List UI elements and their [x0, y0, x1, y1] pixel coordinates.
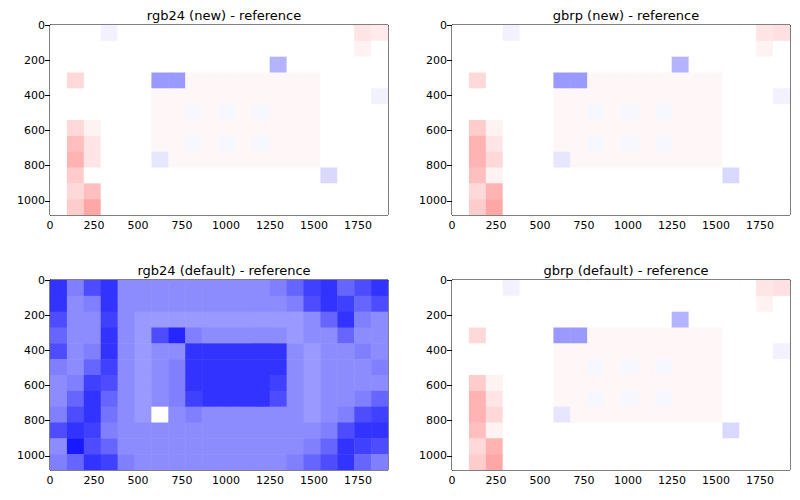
svg-text:1500: 1500	[702, 219, 730, 232]
svg-text:1000: 1000	[419, 194, 447, 207]
svg-text:1000: 1000	[614, 219, 642, 232]
svg-text:1500: 1500	[300, 219, 328, 232]
svg-text:0: 0	[47, 474, 54, 487]
svg-text:1750: 1750	[746, 474, 774, 487]
svg-text:750: 750	[574, 474, 595, 487]
svg-text:600: 600	[24, 379, 45, 392]
svg-text:1750: 1750	[344, 474, 372, 487]
svg-text:400: 400	[24, 89, 45, 102]
svg-text:400: 400	[426, 89, 447, 102]
svg-text:1000: 1000	[17, 449, 45, 462]
svg-text:0: 0	[440, 19, 447, 32]
svg-text:rgb24 (default) - reference: rgb24 (default) - reference	[137, 263, 310, 278]
svg-text:0: 0	[47, 219, 54, 232]
svg-text:0: 0	[449, 474, 456, 487]
svg-text:500: 500	[530, 474, 551, 487]
svg-text:1500: 1500	[300, 474, 328, 487]
svg-text:1000: 1000	[212, 219, 240, 232]
svg-text:500: 500	[530, 219, 551, 232]
svg-text:1000: 1000	[17, 194, 45, 207]
svg-text:rgb24 (new) - reference: rgb24 (new) - reference	[147, 8, 301, 23]
svg-text:600: 600	[426, 379, 447, 392]
svg-text:500: 500	[128, 219, 149, 232]
svg-text:600: 600	[24, 124, 45, 137]
svg-text:1250: 1250	[658, 474, 686, 487]
svg-text:1250: 1250	[256, 474, 284, 487]
svg-text:250: 250	[486, 474, 507, 487]
svg-text:0: 0	[440, 274, 447, 287]
svg-text:250: 250	[84, 219, 105, 232]
svg-text:200: 200	[426, 54, 447, 67]
svg-text:800: 800	[426, 414, 447, 427]
svg-text:500: 500	[128, 474, 149, 487]
svg-text:400: 400	[426, 344, 447, 357]
svg-text:400: 400	[24, 344, 45, 357]
svg-text:1250: 1250	[256, 219, 284, 232]
svg-text:0: 0	[38, 19, 45, 32]
svg-text:200: 200	[24, 54, 45, 67]
svg-text:750: 750	[574, 219, 595, 232]
svg-text:800: 800	[24, 414, 45, 427]
svg-text:0: 0	[38, 274, 45, 287]
svg-text:200: 200	[426, 309, 447, 322]
svg-text:1500: 1500	[702, 474, 730, 487]
svg-text:1000: 1000	[614, 474, 642, 487]
svg-text:1250: 1250	[658, 219, 686, 232]
svg-text:800: 800	[24, 159, 45, 172]
svg-text:1750: 1750	[344, 219, 372, 232]
svg-text:600: 600	[426, 124, 447, 137]
svg-text:1000: 1000	[419, 449, 447, 462]
svg-text:800: 800	[426, 159, 447, 172]
svg-text:750: 750	[172, 474, 193, 487]
svg-text:gbrp (new) - reference: gbrp (new) - reference	[553, 8, 699, 23]
svg-text:200: 200	[24, 309, 45, 322]
svg-text:1750: 1750	[746, 219, 774, 232]
svg-text:750: 750	[172, 219, 193, 232]
svg-text:0: 0	[449, 219, 456, 232]
svg-text:250: 250	[84, 474, 105, 487]
svg-text:1000: 1000	[212, 474, 240, 487]
svg-text:gbrp (default) - reference: gbrp (default) - reference	[543, 263, 708, 278]
svg-text:250: 250	[486, 219, 507, 232]
